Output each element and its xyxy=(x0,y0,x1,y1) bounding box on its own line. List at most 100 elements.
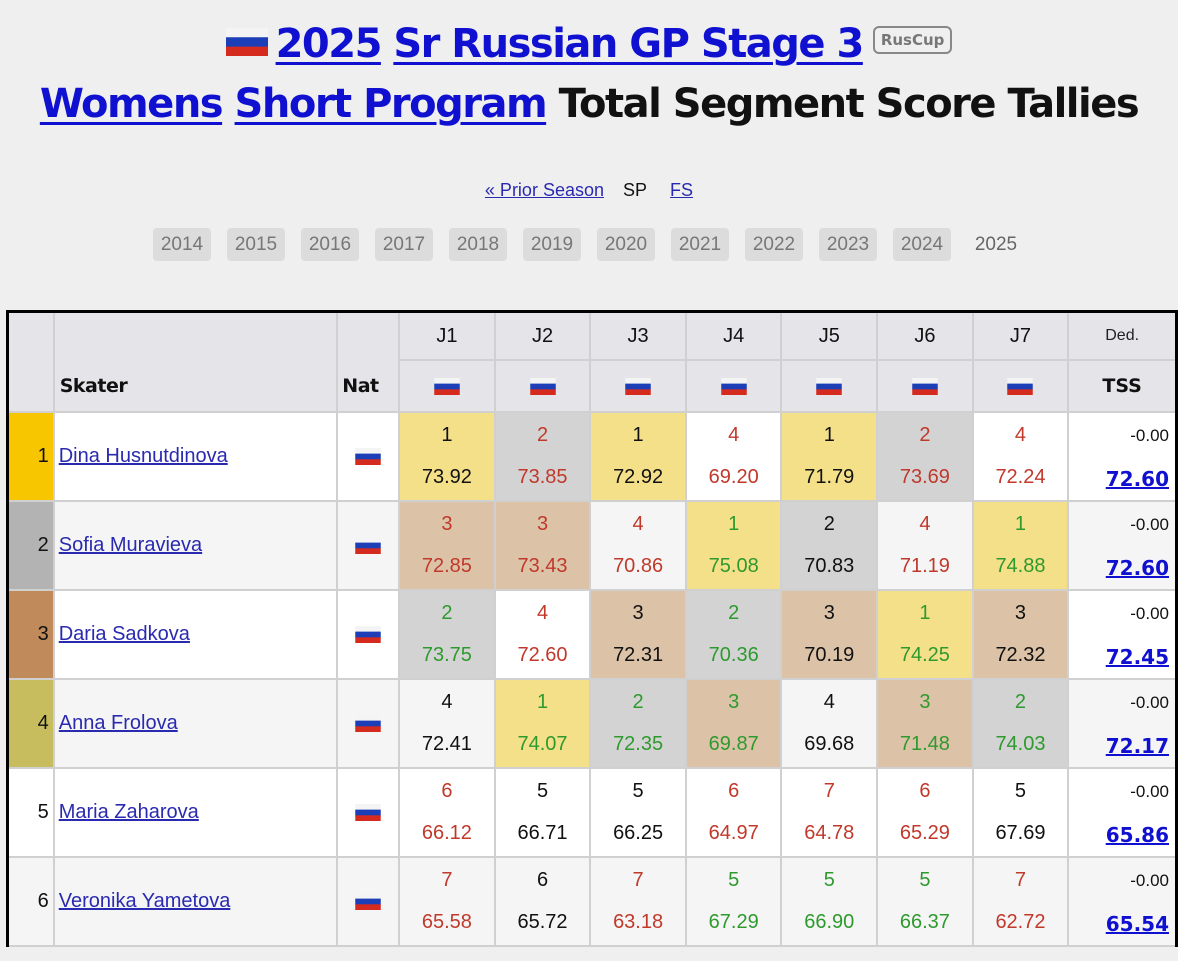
skater-row: 4 Anna Frolova 4 72.41 1 74.07 2 72.35 3 69.87 4 69… xyxy=(6,678,1178,769)
judge-score: 71.19 xyxy=(899,555,950,577)
nat-header: Nat xyxy=(336,310,401,413)
prior-season-link[interactable]: « Prior Season xyxy=(484,180,604,200)
skater-name-link[interactable]: Daria Sadkova xyxy=(58,623,190,645)
deduction-value: -0.00 xyxy=(1130,871,1169,890)
tss-cell: -0.00 72.17 xyxy=(1067,678,1178,769)
year-button[interactable]: 2016 xyxy=(301,228,359,261)
page-title: 2025 Sr Russian GP Stage 3 RusCup Womens … xyxy=(0,14,1178,134)
title-suffix: Total Segment Score Tallies xyxy=(558,81,1140,127)
judge-score-cell: 1 74.25 xyxy=(876,589,974,680)
rank-header xyxy=(6,310,55,413)
judge-placement: 6 xyxy=(919,780,931,802)
judge-score: 70.86 xyxy=(613,555,664,577)
tss-link[interactable]: 65.86 xyxy=(1105,823,1169,847)
skater-row: 2 Sofia Muravieva 3 72.85 3 73.43 4 70.86 1 75.08… xyxy=(6,500,1178,591)
year-button[interactable]: 2015 xyxy=(227,228,285,261)
segment-link[interactable]: Short Program xyxy=(234,81,548,127)
year-button[interactable]: 2024 xyxy=(893,228,951,261)
judge-placement: 7 xyxy=(823,780,835,802)
judge-placement: 3 xyxy=(441,513,453,535)
year-button[interactable]: 2023 xyxy=(819,228,877,261)
judge-placement: 3 xyxy=(536,513,549,535)
nation-cell xyxy=(336,589,401,680)
deduction-value: -0.00 xyxy=(1130,604,1169,623)
judge-score: 66.25 xyxy=(613,822,664,844)
tss-link[interactable]: 72.17 xyxy=(1105,734,1169,758)
rank-cell: 3 xyxy=(6,589,55,680)
year-button[interactable]: 2022 xyxy=(745,228,803,261)
free-skate-link[interactable]: FS xyxy=(670,180,694,200)
judge-score-cell: 5 67.29 xyxy=(684,856,783,947)
judge-score: 67.69 xyxy=(995,822,1046,844)
skater-name-cell: Dina Husnutdinova xyxy=(52,411,339,502)
judge-score-cell: 1 74.07 xyxy=(493,678,592,769)
judge-score-cell: 1 73.92 xyxy=(398,411,496,502)
judge-placement: 5 xyxy=(1014,780,1027,802)
year-button[interactable]: 2014 xyxy=(153,228,211,261)
judge-score: 64.97 xyxy=(708,822,759,844)
judge-score-cell: 3 73.43 xyxy=(493,500,592,591)
judge-score: 70.19 xyxy=(804,644,855,666)
score-table: Skater Nat J1 J2 J3 J4 J5 J6 J7 Ded. TSS… xyxy=(6,310,1178,947)
russia-flag-icon xyxy=(355,893,381,910)
tss-link[interactable]: 72.45 xyxy=(1105,645,1169,669)
tss-link[interactable]: 72.60 xyxy=(1105,467,1169,491)
judge-score-cell: 5 66.71 xyxy=(493,767,592,858)
judge-score: 72.35 xyxy=(613,733,664,755)
deduction-value: -0.00 xyxy=(1130,782,1169,801)
judge-score-cell: 5 67.69 xyxy=(971,767,1070,858)
judge-placement: 7 xyxy=(441,869,453,891)
judge-placement: 2 xyxy=(1014,691,1027,713)
judge-score-cell: 2 73.75 xyxy=(398,589,496,680)
judge-placement: 4 xyxy=(728,424,740,446)
judge-score-cell: 3 72.31 xyxy=(589,589,687,680)
judge-score-cell: 4 69.68 xyxy=(780,678,879,769)
judge-nation-cell xyxy=(684,359,783,413)
judge-score: 72.85 xyxy=(421,555,472,577)
event-year-link[interactable]: 2025 xyxy=(275,21,383,67)
year-button[interactable]: 2018 xyxy=(449,228,507,261)
skater-row: 1 Dina Husnutdinova 1 73.92 2 73.85 1 72.92 4 69.… xyxy=(6,411,1178,502)
segment-nav: « Prior Season SP FS xyxy=(0,180,1178,201)
judge-score: 74.25 xyxy=(899,644,950,666)
judge-placement: 1 xyxy=(536,691,549,713)
tss-cell: -0.00 65.86 xyxy=(1067,767,1178,858)
judge-score: 73.92 xyxy=(421,466,472,488)
year-button: 2025 xyxy=(974,234,1018,255)
year-button[interactable]: 2020 xyxy=(597,228,655,261)
skater-name-cell: Veronika Yametova xyxy=(52,856,339,947)
tss-link[interactable]: 72.60 xyxy=(1105,556,1169,580)
judge-header: J1 xyxy=(398,310,496,361)
year-button[interactable]: 2019 xyxy=(523,228,581,261)
judge-score-cell: 3 72.32 xyxy=(971,589,1070,680)
skater-name-link[interactable]: Sofia Muravieva xyxy=(58,534,203,556)
judge-header: J5 xyxy=(780,310,879,361)
judge-score-cell: 7 62.72 xyxy=(971,856,1070,947)
skater-name-link[interactable]: Dina Husnutdinova xyxy=(58,445,228,467)
judge-score: 71.48 xyxy=(899,733,950,755)
judge-score: 63.18 xyxy=(613,911,664,933)
judge-placement: 2 xyxy=(728,602,740,624)
judge-score-cell: 1 75.08 xyxy=(684,500,783,591)
judge-placement: 3 xyxy=(919,691,931,713)
russia-flag-icon xyxy=(816,378,842,395)
judge-placement: 5 xyxy=(919,869,931,891)
judge-score: 73.85 xyxy=(517,466,568,488)
category-link[interactable]: Womens xyxy=(39,81,224,127)
event-name-link[interactable]: Sr Russian GP Stage 3 xyxy=(393,21,864,67)
skater-name-link[interactable]: Veronika Yametova xyxy=(58,890,231,912)
judge-placement: 7 xyxy=(1014,869,1027,891)
tss-link[interactable]: 65.54 xyxy=(1105,912,1169,936)
year-button[interactable]: 2021 xyxy=(671,228,729,261)
judge-score: 71.79 xyxy=(804,466,855,488)
judge-score-cell: 2 73.69 xyxy=(876,411,974,502)
judge-score-cell: 3 72.85 xyxy=(398,500,496,591)
judge-score: 69.20 xyxy=(708,466,759,488)
judge-score: 72.92 xyxy=(613,466,664,488)
judge-score-cell: 5 66.37 xyxy=(876,856,974,947)
skater-name-link[interactable]: Anna Frolova xyxy=(58,712,178,734)
judge-placement: 5 xyxy=(823,869,835,891)
skater-name-link[interactable]: Maria Zaharova xyxy=(58,801,199,823)
year-button[interactable]: 2017 xyxy=(375,228,433,261)
judge-score: 62.72 xyxy=(995,911,1046,933)
